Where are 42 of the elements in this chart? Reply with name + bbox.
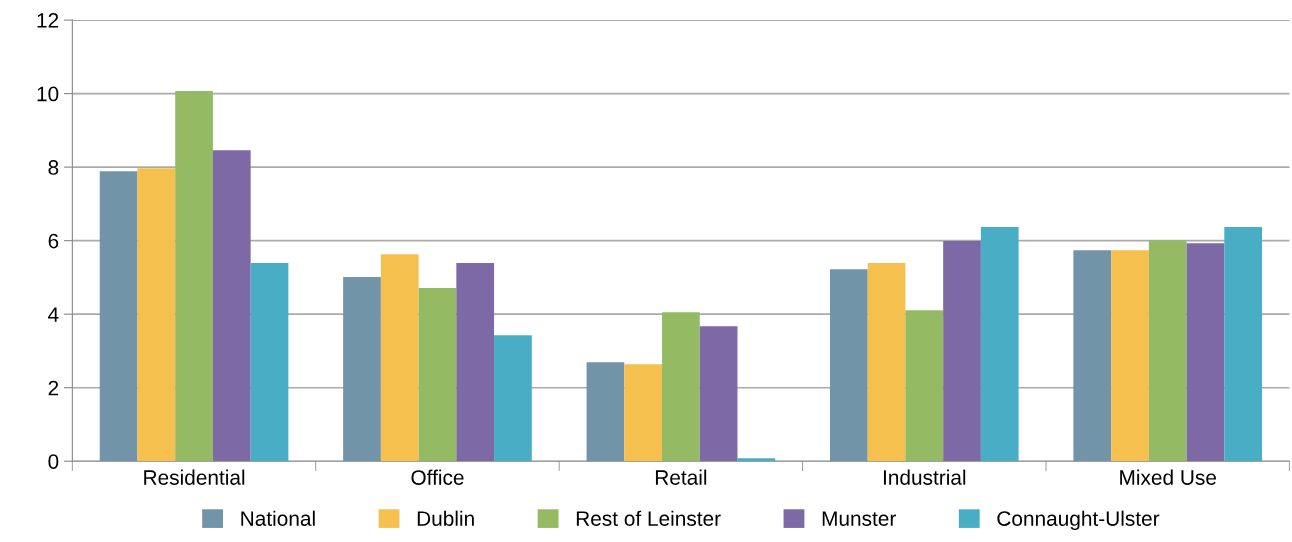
x-tick-label: Retail <box>655 469 707 485</box>
bar <box>99 171 138 462</box>
x-tick-label: Residential <box>144 469 245 485</box>
legend-label: Connaught-Ulster <box>997 510 1160 531</box>
bar <box>1186 243 1225 462</box>
bar <box>905 310 944 462</box>
y-tick-label: 8 <box>48 160 59 175</box>
x-tick-label: Mixed Use <box>1120 469 1216 485</box>
x-tick-label: Office <box>411 469 464 485</box>
bar <box>829 269 868 462</box>
y-tick-label: 2 <box>48 380 59 396</box>
legend-label: National <box>241 510 315 526</box>
bar <box>1148 240 1187 462</box>
y-tick-label: 6 <box>48 233 59 249</box>
x-tick-label: Industrial <box>883 469 966 485</box>
legend-label: Dublin <box>417 510 474 526</box>
bar <box>980 227 1019 462</box>
bar <box>624 364 663 462</box>
y-tick-label: 12 <box>37 13 59 28</box>
bar <box>175 91 213 462</box>
bar <box>737 458 776 462</box>
bar <box>1073 250 1112 462</box>
y-tick-label: 4 <box>48 307 59 322</box>
bar <box>137 168 176 462</box>
bar <box>662 312 700 462</box>
bar <box>380 254 419 462</box>
legend-label: Munster <box>822 511 896 526</box>
bar <box>943 241 981 462</box>
bar <box>867 263 906 462</box>
bar <box>456 263 495 462</box>
y-tick-label: 0 <box>48 454 59 469</box>
bar <box>494 335 532 462</box>
bar <box>418 288 457 462</box>
legend-label: Rest of Leinster <box>576 510 721 526</box>
bar <box>1224 227 1263 462</box>
bar <box>343 277 381 462</box>
y-tick-label: 10 <box>37 86 59 102</box>
bar <box>1111 250 1149 462</box>
bar <box>586 362 625 462</box>
bar <box>699 326 738 462</box>
bar <box>250 263 289 462</box>
bar <box>212 150 251 462</box>
